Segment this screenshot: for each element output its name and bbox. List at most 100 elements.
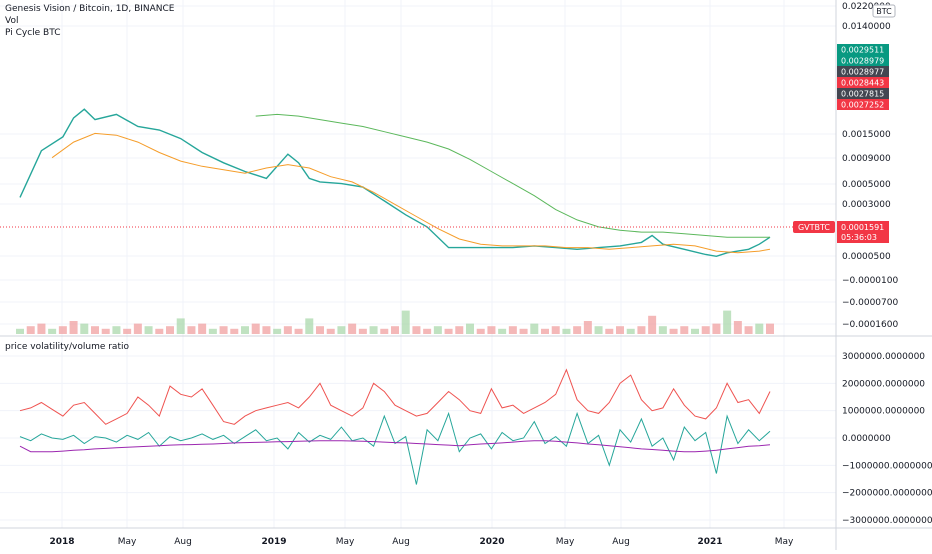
price-label-box	[837, 88, 889, 99]
volume-bar	[551, 326, 560, 334]
volume-bar	[712, 323, 721, 334]
last-price-countdown: 05:36:03	[841, 233, 877, 242]
volume-bar	[198, 323, 207, 334]
volume-bar	[658, 326, 667, 334]
volume-bar	[91, 326, 99, 334]
last-price-box	[837, 221, 889, 243]
volume-bar	[316, 326, 324, 334]
price-label-box	[837, 55, 889, 66]
legend-vol[interactable]: Vol	[5, 16, 19, 26]
legend-pi-cycle[interactable]: Pi Cycle BTC	[5, 28, 61, 38]
price-axis[interactable]: 0.0220000 0.0140000 0.0015000 0.0009000 0.00…	[842, 2, 898, 330]
volume-bar	[530, 323, 539, 334]
time-axis[interactable]: 2018 May Aug 2019 May Aug 2020 May Aug 2021 May	[49, 537, 794, 547]
oscillator-title[interactable]: price volatility/volume ratio	[5, 342, 129, 352]
volume-bar	[433, 326, 442, 334]
volume-bar	[723, 310, 732, 334]
series-signal	[19, 411, 771, 485]
x-tick-label: 2019	[261, 537, 286, 547]
y-tick-label: 0.0220000	[842, 2, 891, 12]
volume-bar	[155, 328, 164, 334]
y-tick-label: 0.0009000	[842, 154, 891, 164]
last-price-symbol: GVTBTC	[798, 223, 830, 232]
oscillator-axis[interactable]: 3000000.0000000 2000000.0000000 1000000.00…	[842, 352, 932, 526]
volume-bar	[123, 328, 132, 334]
volume-bar	[219, 326, 228, 334]
volume-bar	[112, 326, 121, 334]
price-label-text: 0.0027252	[841, 101, 884, 110]
x-tick-label: Aug	[174, 537, 192, 547]
currency-badge-label: BTC	[876, 7, 892, 16]
y-tick-label: 0.0005000	[842, 180, 891, 190]
y-tick-label: −2000000.0000000	[842, 489, 932, 499]
price-label-text: 0.0028443	[841, 79, 884, 88]
series-baseline	[19, 440, 771, 453]
volume-bar	[766, 323, 774, 334]
volume-bar	[626, 328, 635, 334]
volume-bar	[80, 323, 89, 334]
currency-badge[interactable]	[872, 4, 896, 18]
series-ma_long	[255, 113, 770, 238]
volume-bar	[594, 326, 603, 334]
volume-bar	[391, 326, 399, 334]
volume-bar	[208, 328, 217, 334]
price-label-text: 0.0029511	[841, 46, 884, 55]
volume-bar	[176, 318, 185, 334]
price-label-box	[837, 66, 889, 77]
volume-bar	[476, 328, 485, 334]
y-tick-label: −0.0000100	[842, 276, 898, 286]
x-tick-label: Aug	[392, 537, 410, 547]
volume-bar	[326, 328, 335, 334]
volume-bar	[48, 328, 57, 334]
symbol-title[interactable]: Genesis Vision / Bitcoin, 1D, BINANCE	[5, 4, 175, 14]
price-labels: 0.0029511 0.0028979 0.0028977 0.0028443 0.00…	[837, 44, 889, 110]
volume-bar	[230, 328, 239, 334]
volume-bar	[251, 323, 260, 334]
volume-bar	[262, 326, 271, 334]
grid	[0, 0, 836, 528]
y-tick-label: −0.0001600	[842, 320, 898, 330]
volume-bar	[680, 326, 689, 334]
volume-bar	[605, 328, 614, 334]
volume-bar	[755, 323, 764, 334]
y-tick-label: 0.0000500	[842, 252, 891, 262]
volume-bar	[144, 326, 153, 334]
price-label-box	[837, 77, 889, 88]
volume-bar	[26, 326, 35, 334]
y-tick-label: 3000000.0000000	[842, 352, 925, 362]
volume-bar	[337, 326, 346, 334]
y-tick-label: 0.0015000	[842, 130, 891, 140]
volume-bar	[648, 315, 657, 334]
volume-bar	[562, 328, 571, 334]
y-tick-label: 0.0140000	[842, 22, 891, 32]
series-ratio	[19, 368, 771, 425]
volume-bar	[701, 326, 710, 334]
price-label-text: 0.0027815	[841, 90, 884, 99]
volume-bar	[423, 328, 432, 334]
x-tick-label: May	[118, 537, 137, 547]
volume-bar	[519, 328, 528, 334]
volume-bar	[294, 328, 303, 334]
volume-bar	[691, 328, 699, 334]
volume-bar	[101, 328, 110, 334]
x-tick-label: May	[556, 537, 575, 547]
volume-bar	[37, 323, 46, 334]
volume-bar	[283, 326, 292, 334]
volume-bar	[508, 326, 517, 334]
volume-bar	[16, 328, 24, 334]
y-tick-label: −3000000.0000000	[842, 516, 932, 526]
volume-bar	[58, 326, 67, 334]
volume-bar	[669, 328, 678, 334]
volume-bar	[380, 328, 389, 334]
series-ma_short	[51, 132, 771, 254]
volume-bars	[16, 310, 774, 334]
price-label-box	[837, 44, 889, 55]
volume-bar	[273, 328, 282, 334]
y-tick-label: 0.0003000	[842, 200, 891, 210]
volume-bar	[241, 326, 249, 334]
volume-bar	[133, 323, 142, 334]
volume-bar	[455, 326, 464, 334]
